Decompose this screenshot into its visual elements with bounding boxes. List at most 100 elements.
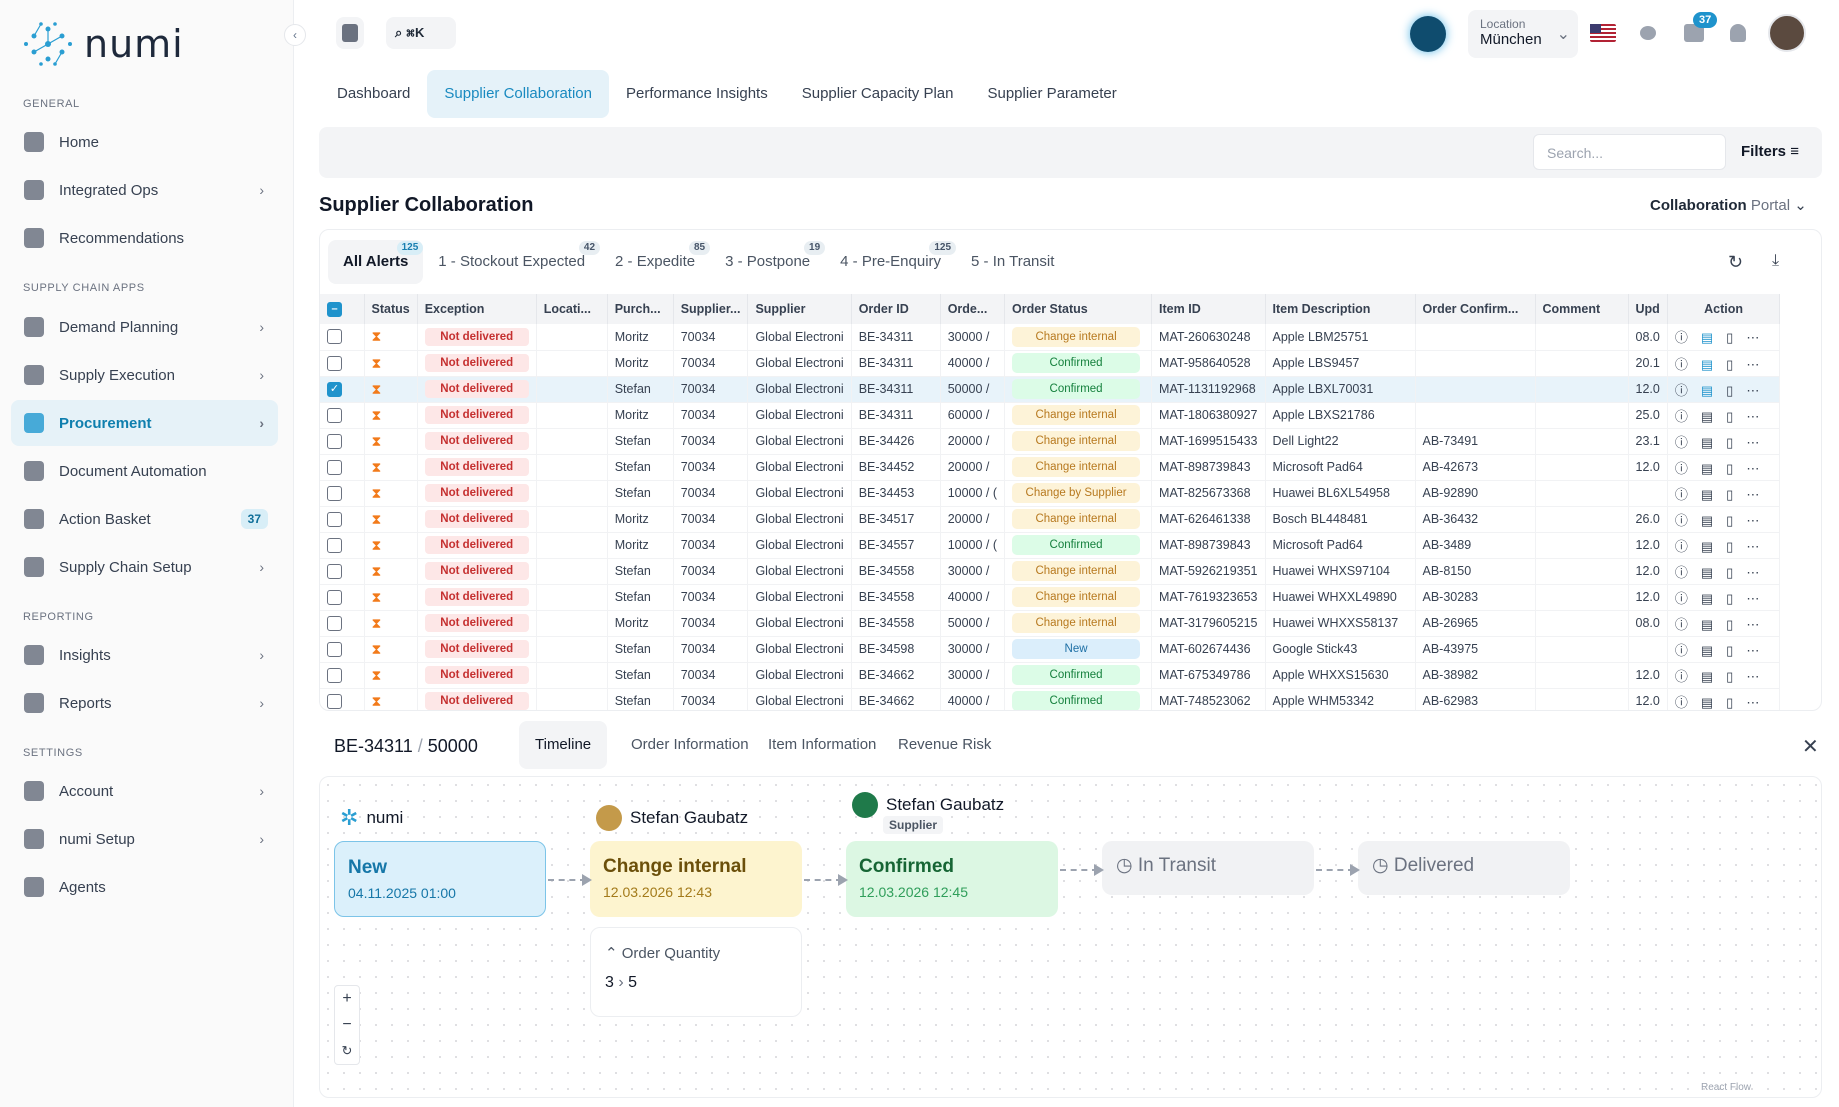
action-cell[interactable]: ⓘ ▤ ▯ ⋯ [1667,376,1781,403]
tab-revenue-risk[interactable]: Revenue Risk [898,736,992,753]
comment-icon[interactable]: ▤ [1700,694,1714,710]
document-icon[interactable]: ▯ [1726,356,1734,372]
document-icon[interactable]: ▯ [1726,512,1734,528]
row-select[interactable] [320,584,365,611]
action-cell[interactable]: ⓘ ▤ ▯ ⋯ [1667,558,1781,585]
tab-supplier-capacity-plan[interactable]: Supplier Capacity Plan [801,85,954,102]
select-all-checkbox[interactable]: – [320,294,365,324]
column-header[interactable]: Upd [1628,294,1668,324]
info-icon[interactable]: ⓘ [1674,382,1688,398]
document-icon[interactable]: ▯ [1726,590,1734,606]
table-row[interactable]: ⧗ Not delivered Moritz 70034 Global Electron… [320,506,1781,533]
comment-icon[interactable]: ▤ [1700,642,1714,658]
checkbox[interactable] [327,589,342,605]
checkbox[interactable] [327,563,342,579]
checkbox[interactable]: ✓ [327,381,342,397]
close-icon[interactable]: ✕ [1802,736,1819,758]
document-icon[interactable]: ▯ [1726,642,1734,658]
info-icon[interactable]: ⓘ [1674,434,1688,450]
document-icon[interactable]: ▯ [1726,330,1734,346]
more-icon[interactable]: ⋯ [1746,434,1760,450]
row-select[interactable] [320,428,365,455]
comment-icon[interactable]: ▤ [1700,382,1714,398]
table-row[interactable]: ⧗ Not delivered Stefan 70034 Global Electron… [320,558,1781,585]
comment-icon[interactable]: ▤ [1700,538,1714,554]
sidebar-item-supply-chain-setup[interactable]: Supply Chain Setup › [11,544,278,590]
table-row[interactable]: ⧗ Not delivered Stefan 70034 Global Electron… [320,584,1781,611]
download-icon[interactable]: ⤓ [1772,252,1780,269]
column-header[interactable]: Order Confirm... [1415,294,1536,324]
info-icon[interactable]: ⓘ [1674,330,1688,346]
column-header[interactable]: Item Description [1265,294,1416,324]
info-icon[interactable]: ⓘ [1674,512,1688,528]
table-row[interactable]: ⧗ Not delivered Stefan 70034 Global Electron… [320,480,1781,507]
tab-supplier-parameter[interactable]: Supplier Parameter [987,85,1117,102]
table-row[interactable]: ✓ ⧗ Not delivered Stefan 70034 Global Electro… [320,376,1781,403]
sidebar-item-action-basket[interactable]: Action Basket 37 [11,496,278,542]
row-select[interactable]: ✓ [320,376,365,403]
search-input[interactable]: Search... [1533,134,1726,170]
timeline-node-change-internal[interactable]: Change internal 12.03.2026 12:43 [590,841,802,917]
table-row[interactable]: ⧗ Not delivered Moritz 70034 Global Electron… [320,402,1781,429]
column-header[interactable]: Status [364,294,418,324]
sidebar-item-agents[interactable]: Agents [11,864,278,910]
more-icon[interactable]: ⋯ [1746,408,1760,424]
action-cell[interactable]: ⓘ ▤ ▯ ⋯ [1667,610,1781,637]
tab-supplier-collaboration[interactable]: Supplier Collaboration [427,70,609,118]
comment-icon[interactable]: ▤ [1700,668,1714,684]
info-icon[interactable]: ⓘ [1674,356,1688,372]
info-icon[interactable]: ⓘ [1674,538,1688,554]
column-header[interactable]: Exception [417,294,537,324]
action-cell[interactable]: ⓘ ▤ ▯ ⋯ [1667,506,1781,533]
action-cell[interactable]: ⓘ ▤ ▯ ⋯ [1667,688,1781,710]
checkbox[interactable] [327,537,342,553]
checkbox[interactable] [327,355,342,371]
timeline-node-delivered[interactable]: ◷ Delivered [1358,841,1570,895]
column-header[interactable]: Action [1667,294,1781,324]
more-icon[interactable]: ⋯ [1746,642,1760,658]
sidebar-item-account[interactable]: Account › [11,768,278,814]
comment-icon[interactable]: ▤ [1700,434,1714,450]
sidebar-item-recommendations[interactable]: Recommendations [11,215,278,261]
row-select[interactable] [320,454,365,481]
document-icon[interactable]: ▯ [1726,668,1734,684]
comment-icon[interactable]: ▤ [1700,512,1714,528]
document-icon[interactable]: ▯ [1726,382,1734,398]
collapse-sidebar-button[interactable]: ‹ [284,24,306,46]
document-icon[interactable]: ▯ [1726,538,1734,554]
tab-item-information[interactable]: Item Information [768,736,877,753]
row-select[interactable] [320,662,365,689]
alert-tab[interactable]: 2 - Expedite 85 [600,240,711,284]
row-select[interactable] [320,532,365,559]
command-search-button[interactable]: ⌕ ⌘K [386,17,456,49]
sidebar-item-demand-planning[interactable]: Demand Planning › [11,304,278,350]
row-select[interactable] [320,402,365,429]
document-icon[interactable]: ▯ [1726,486,1734,502]
action-cell[interactable]: ⓘ ▤ ▯ ⋯ [1667,532,1781,559]
table-row[interactable]: ⧗ Not delivered Moritz 70034 Global Electron… [320,532,1781,559]
checkbox[interactable] [327,615,342,631]
checkbox[interactable] [327,329,342,345]
checkbox[interactable] [327,459,342,475]
row-select[interactable] [320,558,365,585]
comment-icon[interactable]: ▤ [1700,356,1714,372]
info-icon[interactable]: ⓘ [1674,486,1688,502]
sidebar-item-reports[interactable]: Reports › [11,680,278,726]
checkbox[interactable] [327,433,342,449]
column-header[interactable]: Comment [1535,294,1629,324]
bookmark-button[interactable] [336,17,364,49]
location-select[interactable]: Location München ⌄ [1468,10,1578,58]
info-icon[interactable]: ⓘ [1674,460,1688,476]
column-header[interactable]: Order ID [851,294,941,324]
more-icon[interactable]: ⋯ [1746,460,1760,476]
column-header[interactable]: Orde... [940,294,1006,324]
more-icon[interactable]: ⋯ [1746,668,1760,684]
tab-timeline[interactable]: Timeline [519,721,608,769]
sidebar-item-document-automation[interactable]: Document Automation [11,448,278,494]
column-header[interactable]: Item ID [1151,294,1266,324]
action-cell[interactable]: ⓘ ▤ ▯ ⋯ [1667,480,1781,507]
column-header[interactable]: Supplier [747,294,852,324]
sidebar-item-integrated-ops[interactable]: Integrated Ops › [11,167,278,213]
action-cell[interactable]: ⓘ ▤ ▯ ⋯ [1667,636,1781,663]
table-row[interactable]: ⧗ Not delivered Moritz 70034 Global Electron… [320,350,1781,377]
